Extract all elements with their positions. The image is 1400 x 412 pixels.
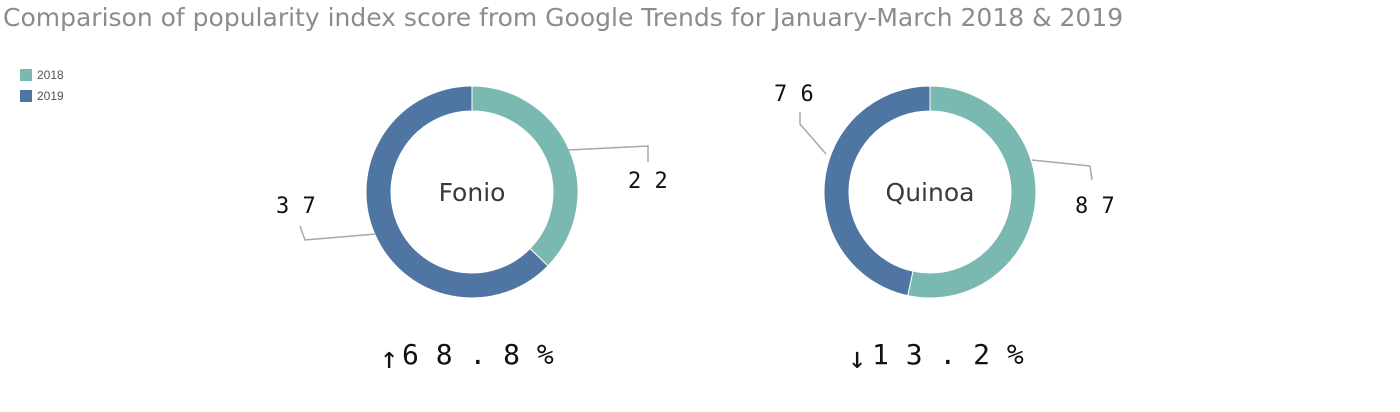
change-percent-fonio: 6 8 . 8 % [402, 338, 554, 371]
leader-line-quinoa-2019 [799, 112, 827, 155]
donut-slice-fonio-2019 [365, 85, 549, 299]
data-label-fonio-2019: 3 7 [276, 194, 316, 219]
donut-slice-fonio-2018 [471, 85, 579, 267]
change-arrow-quinoa: ↓ [848, 341, 866, 376]
legend: 2018 2019 [20, 64, 64, 106]
center-label-quinoa: Quinoa [886, 178, 975, 207]
donut-slice-quinoa-2018 [907, 85, 1037, 299]
leader-line-quinoa-2018 [1031, 159, 1093, 181]
data-label-fonio-2018: 2 2 [628, 169, 668, 194]
legend-item-2018: 2018 [20, 64, 64, 85]
legend-swatch-2018 [20, 68, 32, 81]
donut-slice-quinoa-2019 [823, 85, 931, 297]
leader-line-fonio-2019 [299, 225, 377, 241]
legend-label-2019: 2019 [37, 88, 64, 103]
chart-title: Comparison of popularity index score fro… [3, 3, 1124, 32]
change-arrow-fonio: ↑ [380, 341, 398, 376]
legend-label-2018: 2018 [37, 67, 64, 82]
change-percent-quinoa: 1 3 . 2 % [872, 338, 1024, 371]
center-label-fonio: Fonio [439, 178, 506, 207]
data-label-quinoa-2019: 7 6 [774, 82, 814, 107]
legend-item-2019: 2019 [20, 85, 64, 106]
legend-swatch-2019 [20, 89, 32, 102]
leader-line-fonio-2018 [567, 145, 649, 162]
data-label-quinoa-2018: 8 7 [1075, 194, 1115, 219]
